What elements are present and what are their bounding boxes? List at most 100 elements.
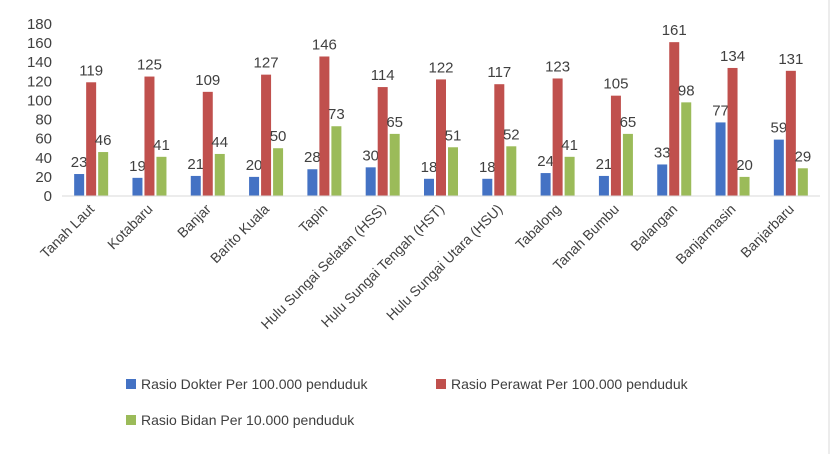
bar (739, 176, 750, 196)
data-label: 33 (654, 144, 671, 161)
data-label: 114 (371, 67, 395, 84)
bars: 23 19 21 20 28 30 18 18 24 21 33 77 59 119 125 109 127 14… (71, 22, 812, 197)
bar (622, 133, 633, 196)
data-label: 21 (187, 156, 204, 173)
y-tick-label: 160 (27, 35, 52, 52)
bar (436, 79, 446, 196)
bar (424, 178, 434, 196)
x-category-label: Hulu Sungai Utara (HSU) (383, 201, 505, 323)
bar (331, 126, 342, 196)
data-label: 161 (662, 22, 687, 39)
bar (132, 177, 143, 196)
bar (506, 146, 517, 196)
y-tick-label: 100 (27, 92, 52, 109)
data-label: 18 (421, 159, 438, 176)
bar (190, 175, 201, 196)
x-category-label: Banjarmasin (672, 201, 738, 267)
x-category-label: Tanah Laut (37, 201, 97, 261)
data-label: 29 (795, 148, 812, 165)
data-label: 20 (246, 157, 263, 174)
bar (365, 167, 376, 196)
bar (389, 133, 400, 196)
y-axis: 0 20 40 60 80 100 120 140 160 180 (27, 16, 52, 205)
data-label: 146 (312, 36, 337, 53)
data-label: 127 (254, 55, 279, 72)
legend-label: Rasio Dokter Per 100.000 penduduk (141, 376, 368, 392)
data-label: 77 (712, 102, 729, 119)
bar (540, 173, 551, 196)
bar (773, 139, 784, 196)
y-tick-label: 40 (35, 150, 52, 167)
data-label: 123 (545, 58, 570, 75)
bar (86, 82, 97, 196)
data-label: 65 (386, 114, 403, 131)
bar (552, 78, 563, 196)
data-label: 50 (270, 128, 287, 145)
y-tick-label: 20 (35, 169, 52, 186)
y-tick-label: 120 (27, 73, 52, 90)
data-label: 59 (771, 120, 788, 137)
y-tick-label: 60 (35, 131, 52, 148)
bar (448, 147, 458, 196)
data-label: 131 (778, 51, 803, 68)
bar (657, 164, 668, 196)
bar (669, 42, 680, 197)
bar (156, 156, 167, 196)
data-label: 30 (362, 147, 379, 164)
data-label: 41 (561, 137, 578, 154)
data-label: 20 (736, 157, 753, 174)
bar (494, 84, 505, 196)
x-category-label: Balangan (627, 201, 680, 254)
data-label: 19 (129, 158, 146, 175)
bar (681, 102, 692, 196)
data-label: 46 (95, 132, 112, 149)
data-label: 24 (537, 153, 554, 170)
data-label: 51 (445, 127, 462, 144)
bar (144, 76, 155, 196)
bar (273, 148, 284, 196)
bar (797, 168, 808, 196)
bar (564, 156, 575, 196)
data-label: 117 (487, 64, 511, 81)
x-category-label: Banjarbaru (737, 201, 797, 261)
legend-label: Rasio Bidan Per 10.000 penduduk (141, 412, 355, 428)
x-category-label: Kotabaru (104, 201, 155, 252)
data-label: 119 (79, 62, 103, 79)
bar (214, 153, 225, 196)
data-label: 28 (304, 149, 321, 166)
bar (261, 74, 272, 196)
data-label: 109 (195, 72, 220, 89)
data-label: 44 (211, 134, 228, 151)
legend-swatch (126, 415, 136, 425)
data-label: 122 (428, 59, 453, 76)
data-label: 98 (678, 82, 695, 99)
bar (319, 56, 330, 196)
x-category-label: Barito Kuala (207, 201, 272, 266)
data-label: 23 (71, 154, 88, 171)
data-label: 105 (603, 76, 628, 93)
data-label: 65 (620, 114, 637, 131)
data-label: 52 (503, 126, 520, 143)
y-tick-label: 0 (44, 188, 52, 205)
bar (202, 91, 213, 196)
bar (249, 176, 260, 196)
bar (98, 152, 109, 196)
legend: Rasio Dokter Per 100.000 penduduk Rasio P… (126, 376, 689, 428)
data-label: 125 (137, 57, 162, 74)
data-label: 134 (720, 48, 745, 65)
bar (307, 169, 318, 196)
x-category-label: Banjar (174, 201, 214, 241)
bar (610, 95, 621, 196)
bar (727, 67, 738, 196)
bar (74, 174, 85, 196)
data-label: 21 (596, 156, 613, 173)
bar (482, 178, 493, 196)
bar (598, 175, 609, 196)
data-label: 18 (479, 159, 496, 176)
legend-swatch (126, 379, 136, 389)
bar (785, 70, 796, 196)
legend-swatch (436, 379, 446, 389)
data-label: 41 (153, 137, 170, 154)
